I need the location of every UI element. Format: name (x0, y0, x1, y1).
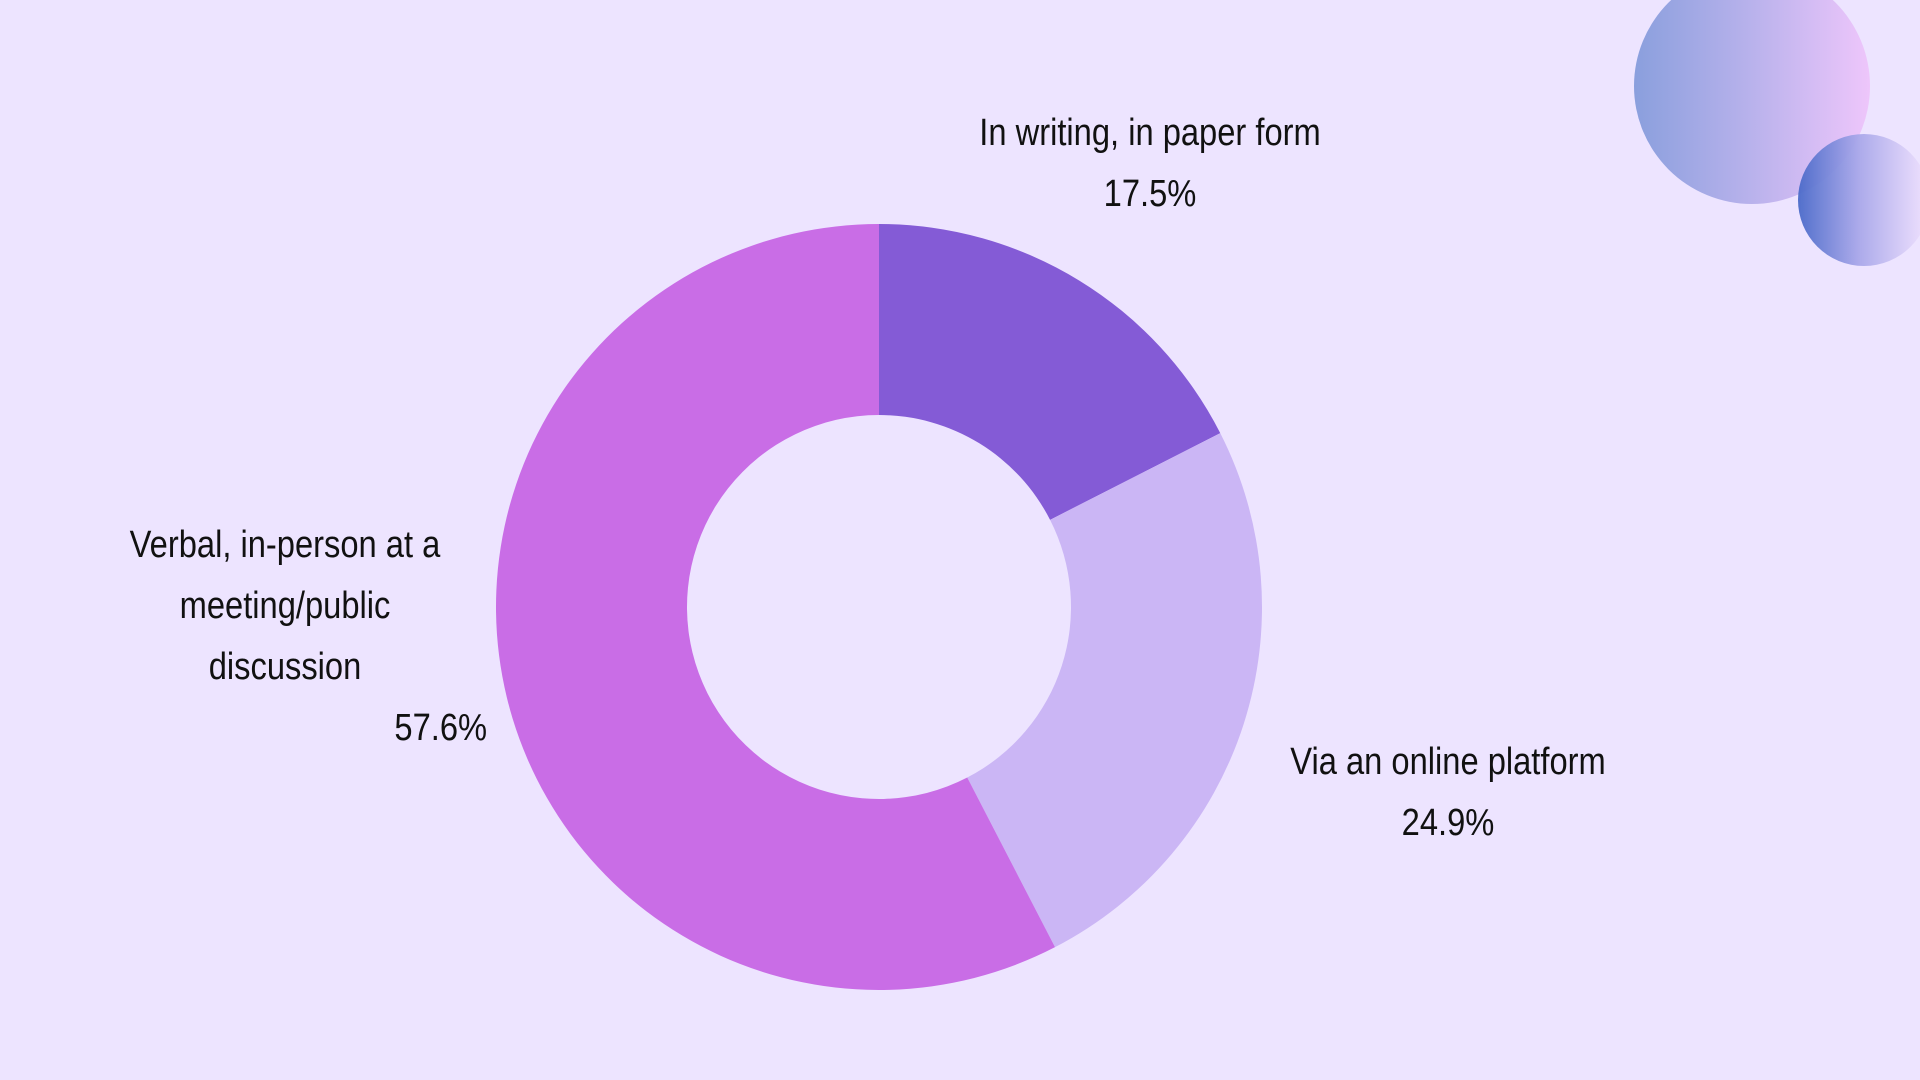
slice-label-writing-value: 17.5% (1103, 173, 1197, 215)
slice-label-online-name: Via an online platform (1290, 741, 1606, 783)
slice-label-verbal: Verbal, in-person at a meeting/public di… (83, 515, 487, 759)
donut-slice-0 (879, 224, 1221, 520)
slice-label-writing: In writing, in paper form 17.5% (926, 103, 1373, 225)
slice-label-verbal-name: Verbal, in-person at a meeting/public di… (129, 524, 441, 688)
slice-label-online: Via an online platform 24.9% (1224, 732, 1671, 854)
slice-label-verbal-value: 57.6% (394, 707, 488, 749)
slice-label-online-value: 24.9% (1401, 802, 1495, 844)
donut-slice-1 (967, 433, 1262, 948)
slice-label-writing-name: In writing, in paper form (979, 112, 1321, 154)
decorative-circle-small (1798, 134, 1920, 266)
donut-slice-2 (495, 224, 1056, 990)
